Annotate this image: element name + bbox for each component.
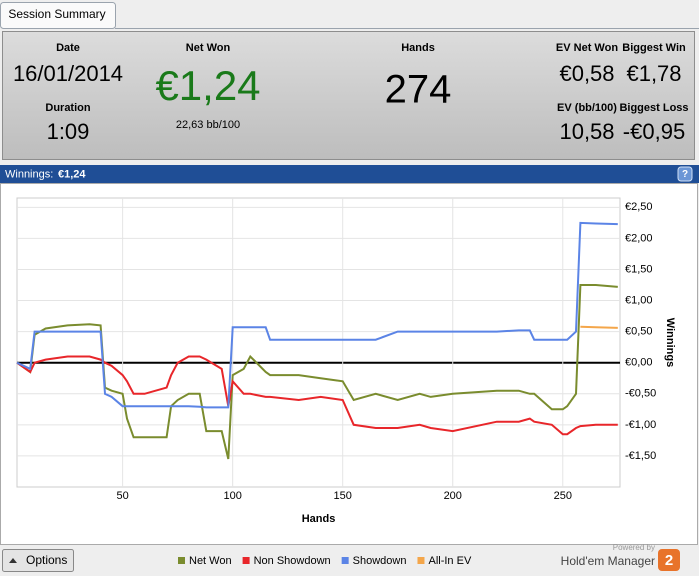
y-tick-label: -€1,50: [625, 450, 656, 462]
ev-bb100-value: 10,58: [559, 119, 614, 144]
x-axis-title: Hands: [302, 513, 336, 525]
legend-swatch: [417, 557, 425, 564]
legend-label: Net Won: [189, 555, 232, 567]
biggest-win-value: €1,78: [626, 61, 681, 86]
ev-bb100-label: EV (bb/100): [557, 102, 617, 114]
net-won-bb: 22,63 bb/100: [176, 119, 240, 131]
series-line: [580, 325, 618, 329]
x-tick-label: 200: [444, 490, 462, 502]
brand: Hold'em Manager: [561, 554, 655, 568]
y-tick-label: -€0,50: [625, 388, 656, 400]
y-tick-label: €0,50: [625, 326, 653, 338]
y-tick-label: €2,50: [625, 201, 653, 213]
series-line: [16, 355, 618, 436]
net-won-label: Net Won: [186, 42, 231, 54]
options-button[interactable]: [2, 549, 74, 572]
y-tick-label: €2,00: [625, 232, 653, 244]
series-line: [16, 221, 618, 409]
y-tick-label: €1,00: [625, 294, 653, 306]
net-won-value: €1,24: [155, 62, 260, 109]
tab[interactable]: [0, 2, 116, 29]
help-button[interactable]: [677, 166, 693, 182]
date-value: 16/01/2014: [13, 61, 123, 86]
ev-net-won-value: €0,58: [559, 61, 614, 86]
biggest-loss-value: -€0,95: [623, 119, 685, 144]
legend-swatch: [242, 557, 250, 564]
y-tick-label: €0,00: [625, 357, 653, 369]
y-axis-title: Winnings: [664, 318, 676, 367]
y-tick-label: -€1,00: [625, 419, 656, 431]
legend-swatch: [341, 557, 349, 564]
legend-swatch: [178, 557, 185, 564]
hands-value: 274: [385, 68, 452, 112]
panel-label: Winnings:: [5, 168, 53, 180]
options-label[interactable]: Options: [26, 553, 67, 567]
series-line: [16, 284, 618, 460]
tab-label[interactable]: Session Summary: [8, 7, 105, 21]
options-arrow[interactable]: [9, 558, 17, 563]
ev-net-won-label: EV Net Won: [556, 42, 618, 54]
summary-panel: [2, 31, 695, 160]
panel-value: €1,24: [58, 168, 86, 180]
duration-value: 1:09: [47, 119, 90, 144]
plot-area: [16, 197, 621, 488]
brand-badge: [658, 549, 680, 571]
x-tick-label: 250: [554, 490, 572, 502]
x-tick-label: 100: [223, 490, 241, 502]
biggest-win-label: Biggest Win: [622, 42, 686, 54]
panel-header: [0, 165, 699, 183]
legend-label: Showdown: [353, 555, 407, 567]
legend: Net Won Non Showdown Showdown All-In EV: [178, 555, 472, 567]
biggest-loss-label: Biggest Loss: [619, 102, 688, 114]
chart: €2,50 €2,00 €1,50 €1,00 €0,50 €0,00 -€0,50 -€1,…: [16, 197, 676, 525]
help-icon[interactable]: ?: [682, 169, 688, 180]
duration-label: Duration: [45, 102, 91, 114]
x-tick-label: 150: [334, 490, 352, 502]
brand-badge-text: 2: [665, 552, 673, 569]
legend-label: All-In EV: [428, 555, 471, 567]
date-label: Date: [56, 42, 80, 54]
hands-label: Hands: [401, 42, 435, 54]
x-tick-label: 50: [117, 490, 129, 502]
powered-by: Powered by: [613, 543, 655, 552]
y-tick-label: €1,50: [625, 263, 653, 275]
legend-label: Non Showdown: [254, 555, 331, 567]
